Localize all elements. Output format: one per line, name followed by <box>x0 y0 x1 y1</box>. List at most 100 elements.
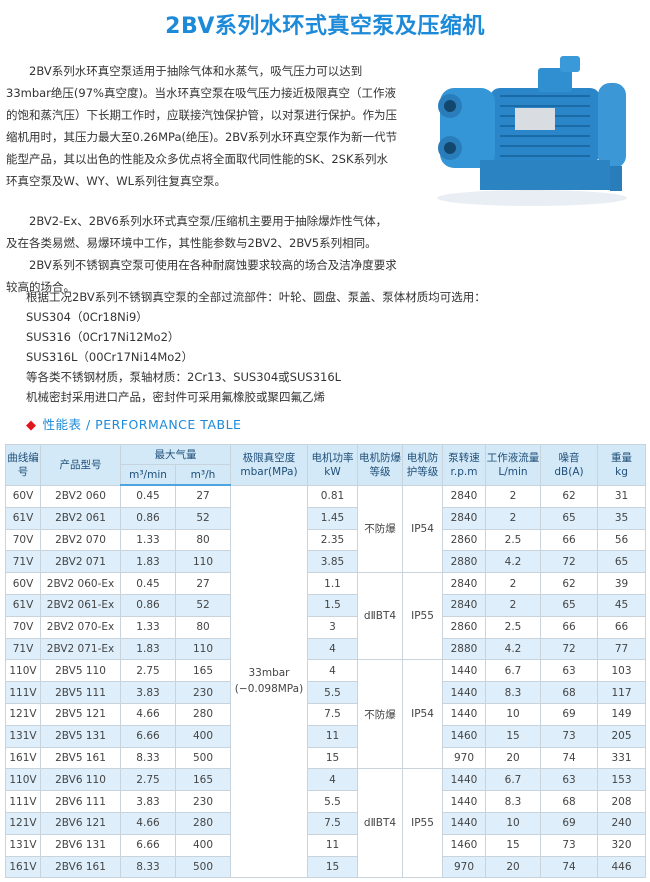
cell-weight: 320 <box>597 833 646 857</box>
cell-flow-min: 4.66 <box>120 702 176 726</box>
table-row: 121V 2BV6 121 4.66 280 7.5 1440 10 69 240 <box>5 811 646 835</box>
section-heading: ◆ 性能表 / PERFORMANCE TABLE <box>26 414 241 433</box>
cell-flow-h: 110 <box>175 637 231 661</box>
cell-model: 2BV2 071 <box>40 550 121 574</box>
cell-speed: 1440 <box>442 702 486 726</box>
intro-paragraph: 2BV系列水环真空泵适用于抽除气体和水蒸气，吸气压力可以达到33mbar绝压(9… <box>6 64 398 188</box>
cell-speed: 1460 <box>442 724 486 748</box>
cell-flow-h: 52 <box>175 506 231 530</box>
header-curve: 曲线编号 <box>5 444 41 486</box>
cell-curve: 60V <box>5 572 41 595</box>
cell-curve: 71V <box>5 550 41 574</box>
cell-curve: 131V <box>5 724 41 748</box>
cell-power: 1.45 <box>307 506 358 530</box>
cell-flow-min: 1.33 <box>120 528 176 552</box>
cell-curve: 161V <box>5 746 41 770</box>
cell-flow-h: 500 <box>175 855 231 879</box>
cell-model: 2BV5 111 <box>40 681 121 704</box>
cell-weight: 208 <box>597 790 646 813</box>
cell-power: 4 <box>307 637 358 661</box>
cell-speed: 2840 <box>442 572 486 595</box>
cell-flow-h: 280 <box>175 811 231 835</box>
cell-flow-h: 80 <box>175 615 231 639</box>
cell-liquid: 6.7 <box>485 659 541 683</box>
cell-model: 2BV2 061 <box>40 506 121 530</box>
table-row: 61V 2BV2 061 0.86 52 1.45 2840 2 65 35 <box>5 506 646 530</box>
cell-liquid: 2.5 <box>485 528 541 552</box>
cell-speed: 2840 <box>442 593 486 617</box>
cell-weight: 31 <box>597 484 646 508</box>
cell-model: 2BV6 131 <box>40 833 121 857</box>
cell-liquid: 15 <box>485 833 541 857</box>
table-row: 161V 2BV5 161 8.33 500 15 970 20 74 331 <box>5 746 646 770</box>
cell-flow-h: 230 <box>175 790 231 813</box>
materials-item: SUS316（0Cr17Ni12Mo2） <box>26 330 180 344</box>
cell-flow-min: 2.75 <box>120 768 176 792</box>
diamond-icon: ◆ <box>26 418 37 433</box>
cell-curve: 110V <box>5 659 41 683</box>
cell-power: 5.5 <box>307 790 358 813</box>
cell-model: 2BV2 061-Ex <box>40 593 121 617</box>
header-protection: 电机防护等级 <box>402 444 443 486</box>
cell-model: 2BV2 060 <box>40 484 121 508</box>
intro-text: 2BV系列水环真空泵适用于抽除气体和水蒸气，吸气压力可以达到33mbar绝压(9… <box>6 60 398 298</box>
cell-speed: 2880 <box>442 637 486 661</box>
cell-flow-h: 400 <box>175 833 231 857</box>
table-row: 121V 2BV5 121 4.66 280 7.5 1440 10 69 149 <box>5 702 646 726</box>
table-row: 61V 2BV2 061-Ex 0.86 52 1.5 2840 2 65 45 <box>5 593 646 617</box>
table-row: 70V 2BV2 070-Ex 1.33 80 3 2860 2.5 66 66 <box>5 615 646 639</box>
cell-weight: 331 <box>597 746 646 770</box>
cell-flow-min: 0.45 <box>120 484 176 508</box>
cell-power: 11 <box>307 724 358 748</box>
cell-flow-h: 165 <box>175 768 231 792</box>
cell-liquid: 10 <box>485 702 541 726</box>
header-max-flow: 最大气量 <box>120 444 231 465</box>
cell-speed: 1460 <box>442 833 486 857</box>
cell-flow-min: 0.86 <box>120 593 176 617</box>
materials-item: SUS304（0Cr18Ni9） <box>26 310 148 324</box>
cell-model: 2BV5 121 <box>40 702 121 726</box>
cell-model: 2BV5 161 <box>40 746 121 770</box>
cell-speed: 970 <box>442 855 486 879</box>
cell-protection-grade: IP54 <box>402 659 443 770</box>
table-row: 110V 2BV5 110 2.75 165 4 不防爆 IP54 1440 6.7 63 103 <box>5 659 646 770</box>
cell-liquid: 2 <box>485 593 541 617</box>
cell-curve: 131V <box>5 833 41 857</box>
cell-weight: 39 <box>597 572 646 595</box>
table-row: 60V 2BV2 060-Ex 0.45 27 1.1 dⅡBT4 IP55 2840 2 62 3… <box>5 572 646 661</box>
cell-weight: 153 <box>597 768 646 792</box>
cell-vacuum: 33mbar (−0.098MPa) <box>230 484 308 879</box>
cell-speed: 2840 <box>442 484 486 508</box>
table-row: 111V 2BV5 111 3.83 230 5.5 1440 8.3 68 117 <box>5 681 646 704</box>
cell-noise: 72 <box>540 637 598 661</box>
cell-noise: 65 <box>540 506 598 530</box>
cell-flow-min: 1.83 <box>120 637 176 661</box>
intro-paragraph: 2BV系列不锈钢真空泵可使用在各种耐腐蚀要求较高的场合及洁净度要求较高的场合。 <box>6 258 397 294</box>
cell-noise: 63 <box>540 768 598 792</box>
cell-speed: 1440 <box>442 681 486 704</box>
table-row: 71V 2BV2 071-Ex 1.83 110 4 2880 4.2 72 77 <box>5 637 646 661</box>
cell-power: 0.81 <box>307 484 358 508</box>
cell-speed: 2860 <box>442 615 486 639</box>
cell-curve: 61V <box>5 506 41 530</box>
cell-flow-min: 4.66 <box>120 811 176 835</box>
cell-flow-min: 2.75 <box>120 659 176 683</box>
cell-speed: 2880 <box>442 550 486 574</box>
table-row: 131V 2BV5 131 6.66 400 11 1460 15 73 205 <box>5 724 646 748</box>
cell-noise: 73 <box>540 724 598 748</box>
cell-flow-min: 0.45 <box>120 572 176 595</box>
cell-power: 1.5 <box>307 593 358 617</box>
cell-weight: 77 <box>597 637 646 661</box>
cell-noise: 66 <box>540 528 598 552</box>
pump-product-image <box>437 56 627 206</box>
cell-flow-min: 8.33 <box>120 855 176 879</box>
cell-explosion-grade: dⅡBT4 <box>357 768 403 879</box>
cell-power: 1.1 <box>307 572 358 595</box>
header-explosion: 电机防爆等级 <box>357 444 403 486</box>
cell-explosion-grade: dⅡBT4 <box>357 572 403 661</box>
table-row: 111V 2BV6 111 3.83 230 5.5 1440 8.3 68 208 <box>5 790 646 813</box>
cell-flow-h: 80 <box>175 528 231 552</box>
cell-protection-grade: IP55 <box>402 768 443 879</box>
cell-curve: 60V <box>5 484 41 508</box>
cell-noise: 62 <box>540 484 598 508</box>
